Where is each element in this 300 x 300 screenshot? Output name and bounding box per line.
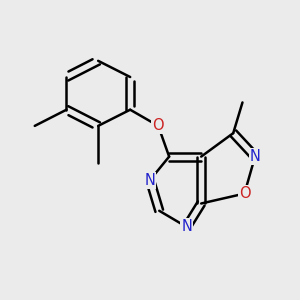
Text: N: N (250, 149, 260, 164)
Text: N: N (181, 219, 192, 234)
Text: N: N (145, 172, 155, 188)
Text: O: O (152, 118, 164, 134)
Text: O: O (238, 186, 250, 201)
